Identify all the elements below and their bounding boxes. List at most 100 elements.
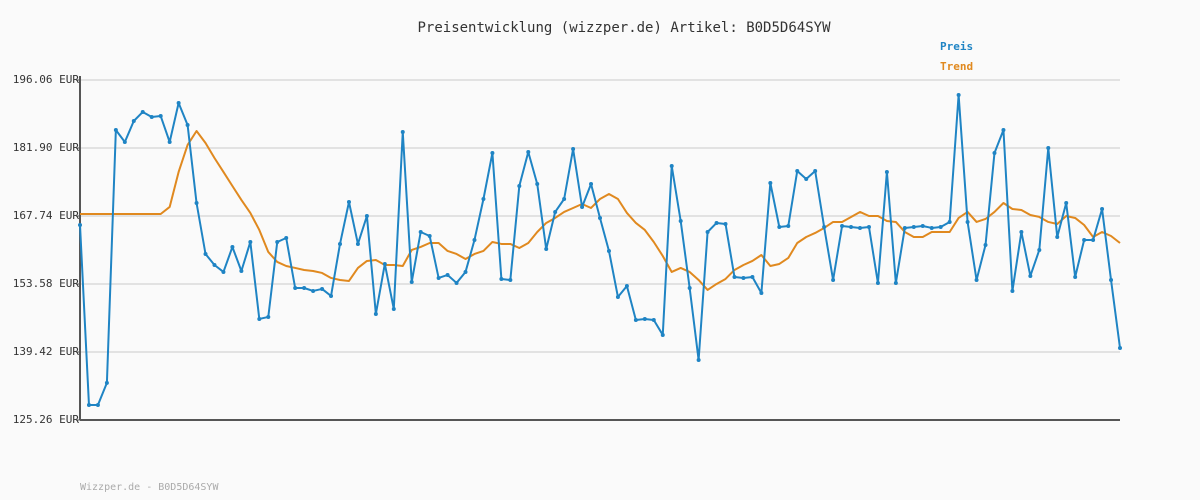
point-marker	[705, 229, 710, 234]
point-marker	[78, 222, 82, 227]
point-marker	[427, 233, 432, 238]
point-marker	[902, 225, 907, 230]
y-tick-label: 196.06 EUR	[13, 73, 80, 86]
point-marker	[1091, 237, 1096, 242]
point-marker	[840, 223, 845, 228]
footer: Wizzper.de - B0D5D64SYW	[80, 482, 219, 493]
point-marker	[86, 402, 91, 407]
point-marker	[544, 246, 549, 251]
point-marker	[535, 181, 540, 186]
point-marker	[1019, 229, 1024, 234]
point-marker	[562, 197, 567, 201]
legend-label: Preis	[940, 40, 973, 53]
point-marker	[849, 224, 854, 229]
point-marker	[651, 317, 656, 322]
point-marker	[920, 223, 925, 228]
point-marker	[409, 279, 414, 284]
point-marker	[490, 150, 495, 155]
point-marker	[257, 316, 262, 321]
y-tick-label: 153.58 EUR	[13, 277, 80, 290]
point-marker	[1064, 200, 1069, 205]
point-marker	[615, 294, 620, 299]
point-marker	[1046, 146, 1051, 150]
point-marker	[230, 244, 235, 249]
point-marker	[911, 224, 916, 229]
point-marker	[714, 220, 719, 225]
y-tick-label: 167.74 EUR	[13, 209, 80, 222]
point-marker	[382, 261, 387, 266]
point-marker	[768, 180, 773, 185]
point-marker	[606, 248, 611, 253]
point-marker	[929, 225, 934, 230]
point-marker	[759, 290, 764, 295]
point-marker	[938, 224, 943, 229]
point-marker	[1028, 273, 1033, 278]
point-marker	[499, 276, 504, 281]
point-marker	[598, 215, 602, 220]
point-marker	[248, 239, 253, 244]
point-marker	[400, 130, 405, 135]
point-marker	[956, 92, 961, 97]
point-marker	[436, 275, 441, 280]
point-marker	[140, 109, 145, 114]
point-marker	[777, 224, 782, 229]
point-marker	[723, 221, 728, 226]
point-marker	[104, 380, 109, 385]
point-marker	[1073, 274, 1078, 279]
point-marker	[1100, 206, 1105, 211]
chart-title: Preisentwicklung (wizzper.de) Artikel: B…	[417, 20, 831, 36]
point-marker	[266, 314, 271, 319]
point-marker	[338, 241, 342, 246]
point-marker	[813, 169, 818, 174]
point-marker	[320, 286, 325, 291]
point-marker	[992, 150, 997, 155]
point-marker	[221, 269, 226, 274]
point-marker	[149, 114, 154, 119]
point-marker	[508, 277, 513, 282]
point-marker	[373, 311, 378, 316]
point-marker	[445, 272, 450, 277]
point-marker	[526, 149, 531, 154]
point-marker	[355, 241, 360, 246]
point-marker	[239, 268, 244, 273]
point-marker	[741, 275, 746, 280]
point-marker	[275, 239, 280, 244]
point-marker	[1055, 234, 1060, 239]
legend-label: Trend	[940, 60, 973, 73]
point-marker	[669, 164, 674, 169]
point-marker	[1118, 345, 1122, 350]
y-tick-label: 139.42 EUR	[13, 345, 80, 358]
point-marker	[831, 277, 836, 282]
point-marker	[284, 235, 289, 240]
point-marker	[947, 219, 952, 224]
point-marker	[346, 199, 351, 204]
point-marker	[203, 251, 208, 256]
point-marker	[893, 280, 898, 285]
point-marker	[974, 277, 979, 282]
point-marker	[418, 229, 423, 234]
point-marker	[481, 197, 486, 201]
point-marker	[472, 237, 477, 242]
point-marker	[589, 181, 594, 186]
point-marker	[732, 274, 737, 279]
point-marker	[391, 306, 396, 311]
point-marker	[122, 139, 127, 144]
point-marker	[176, 101, 181, 106]
point-marker	[1082, 237, 1087, 242]
point-marker	[131, 119, 136, 124]
point-marker	[311, 288, 316, 293]
point-marker	[965, 219, 970, 224]
point-marker	[463, 269, 468, 274]
point-marker	[983, 242, 988, 247]
point-marker	[158, 114, 163, 119]
point-marker	[212, 262, 217, 267]
point-marker	[822, 224, 827, 229]
point-marker	[454, 280, 459, 285]
point-marker	[804, 176, 809, 181]
point-marker	[167, 139, 172, 144]
point-marker	[553, 209, 558, 214]
point-marker	[660, 332, 665, 337]
point-marker	[786, 223, 791, 228]
